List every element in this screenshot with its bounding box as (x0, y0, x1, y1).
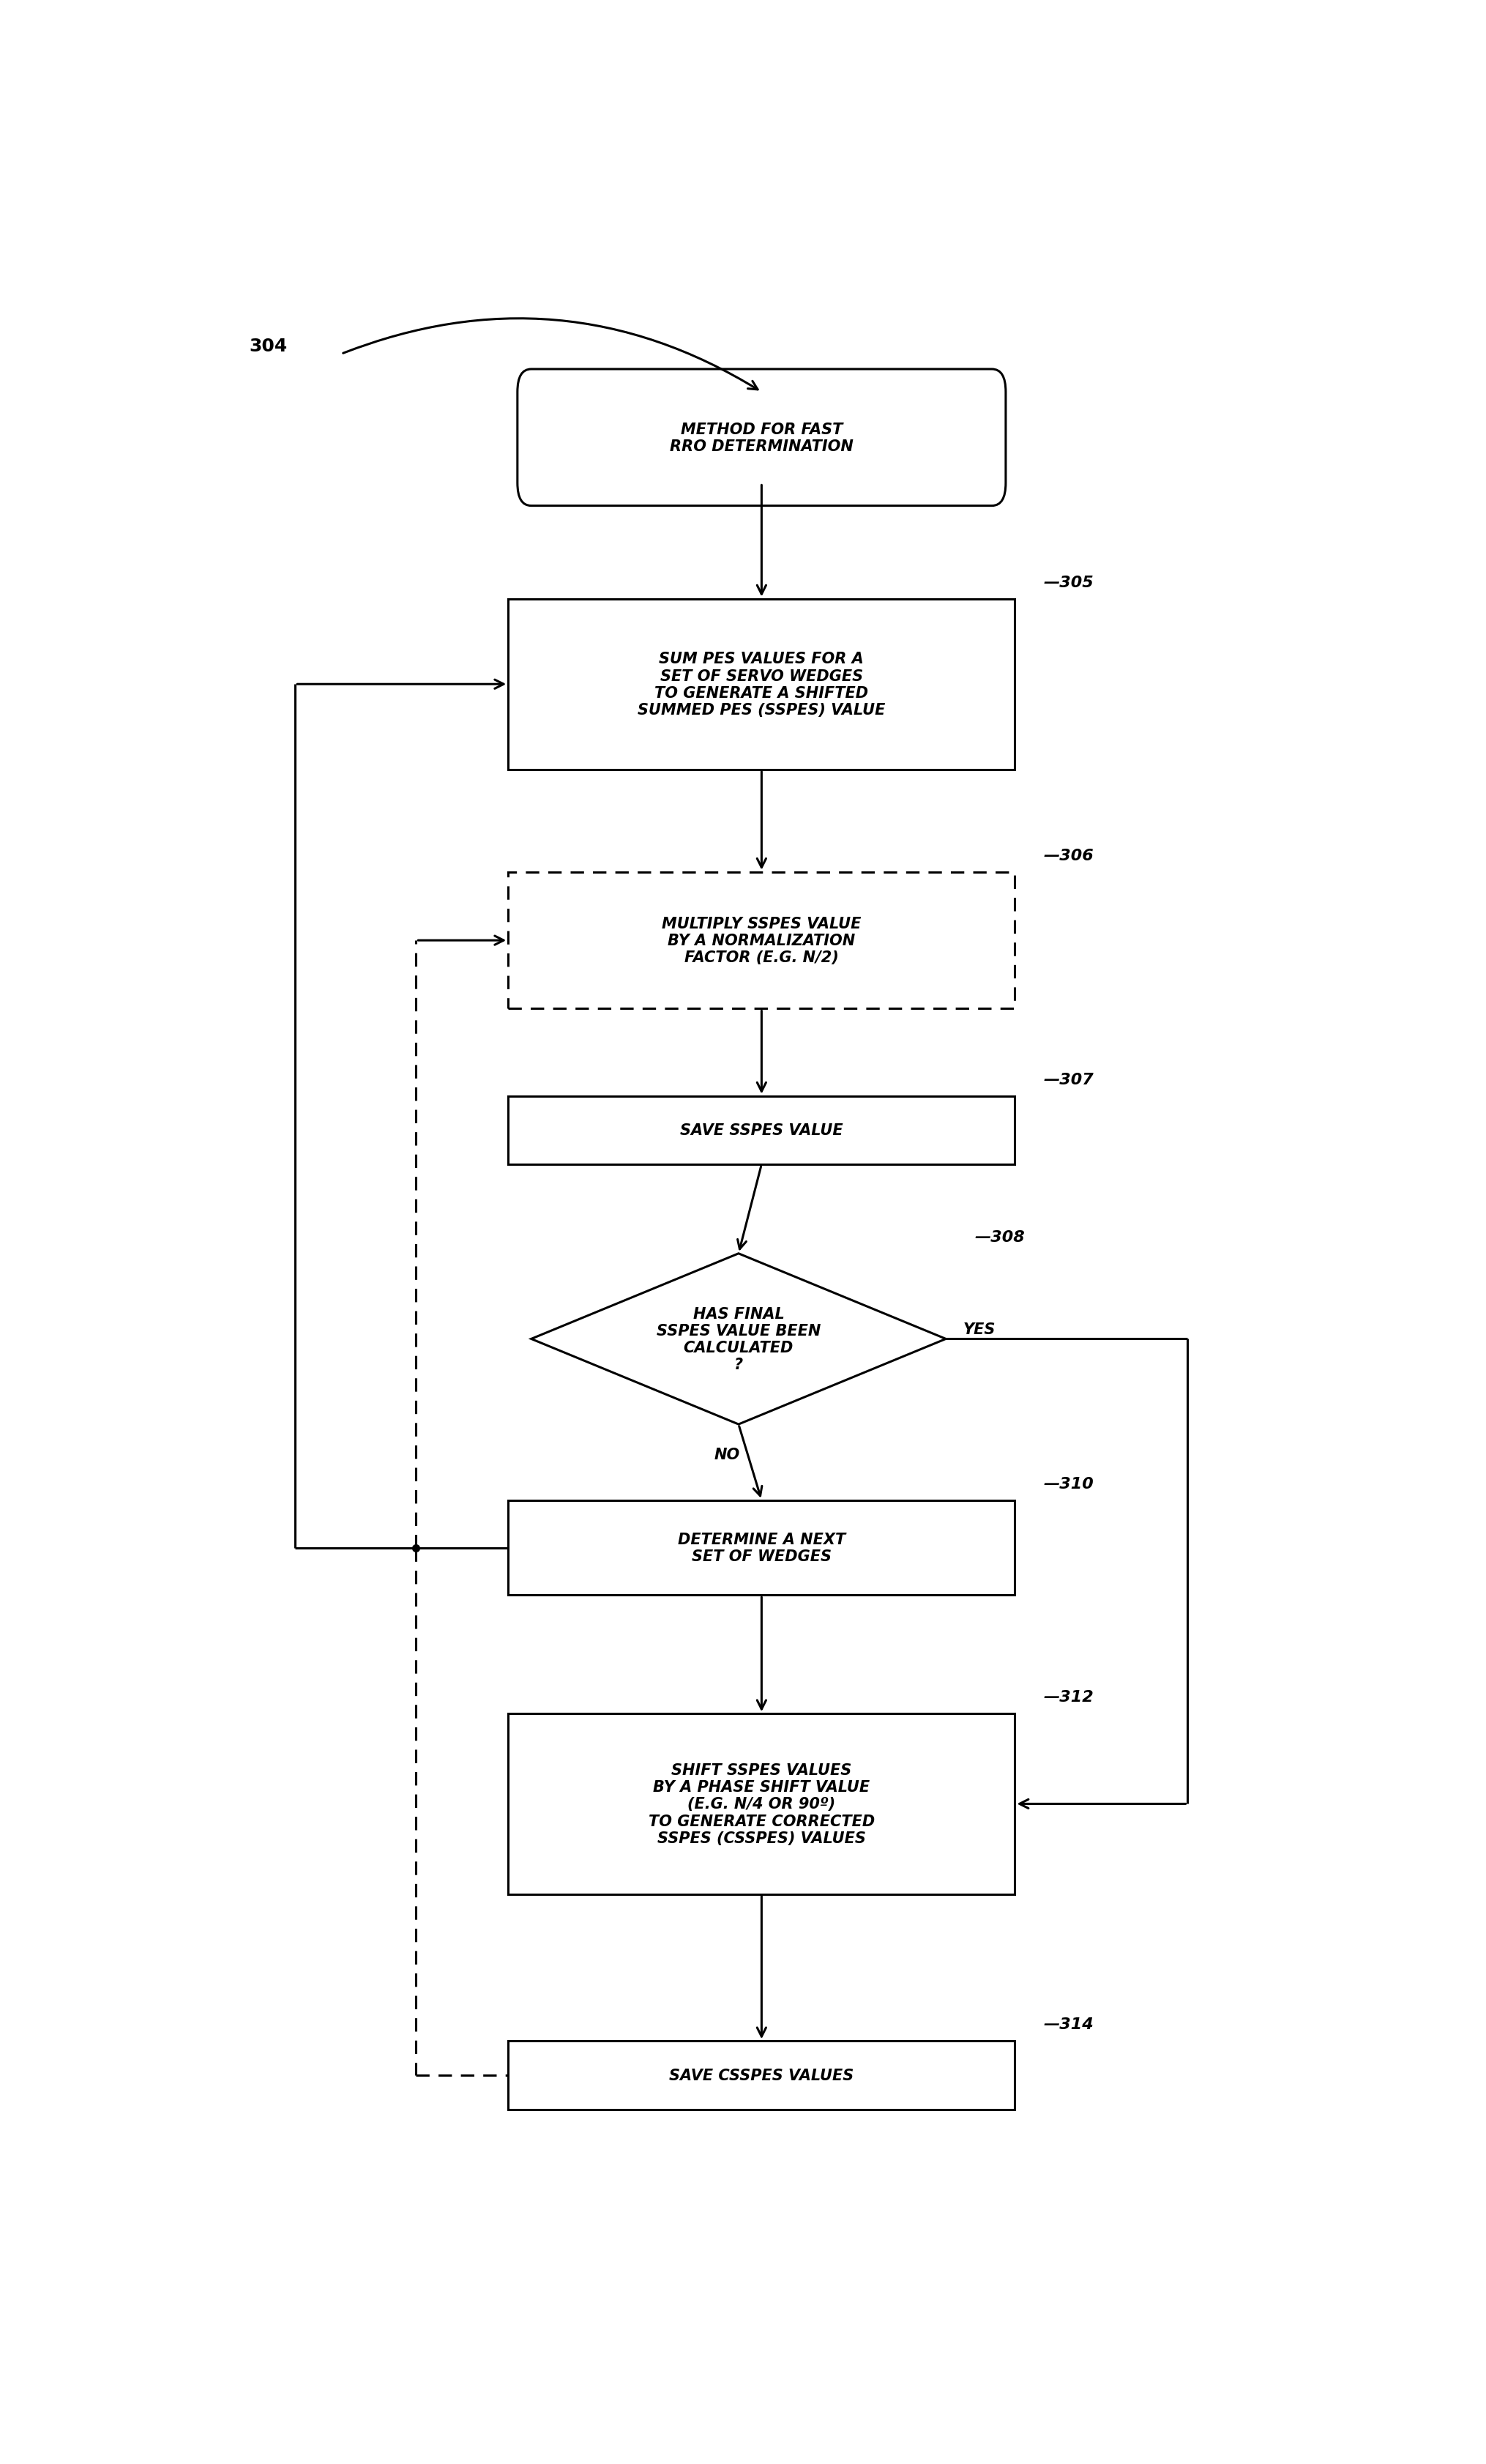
Text: —310: —310 (1043, 1476, 1094, 1491)
Text: YES: YES (963, 1323, 996, 1338)
Text: —308: —308 (975, 1230, 1025, 1244)
Polygon shape (531, 1254, 945, 1424)
Text: 304: 304 (250, 338, 287, 355)
Text: DETERMINE A NEXT
SET OF WEDGES: DETERMINE A NEXT SET OF WEDGES (678, 1533, 846, 1565)
Text: SAVE SSPES VALUE: SAVE SSPES VALUE (681, 1124, 843, 1138)
Text: MULTIPLY SSPES VALUE
BY A NORMALIZATION
FACTOR (E.G. N/2): MULTIPLY SSPES VALUE BY A NORMALIZATION … (661, 917, 862, 966)
Text: —305: —305 (1043, 574, 1094, 589)
Text: SAVE CSSPES VALUES: SAVE CSSPES VALUES (669, 2067, 854, 2082)
Bar (508, 599, 1015, 771)
Text: —314: —314 (1043, 2018, 1094, 2033)
Bar (508, 1715, 1015, 1895)
Bar (508, 1501, 1015, 1594)
Text: SHIFT SSPES VALUES
BY A PHASE SHIFT VALUE
(E.G. N/4 OR 90º)
TO GENERATE CORRECTE: SHIFT SSPES VALUES BY A PHASE SHIFT VALU… (648, 1762, 875, 1846)
Text: SUM PES VALUES FOR A
SET OF SERVO WEDGES
TO GENERATE A SHIFTED
SUMMED PES (SSPES: SUM PES VALUES FOR A SET OF SERVO WEDGES… (637, 653, 886, 717)
Text: HAS FINAL
SSPES VALUE BEEN
CALCULATED
?: HAS FINAL SSPES VALUE BEEN CALCULATED ? (657, 1306, 820, 1372)
Bar (508, 872, 1015, 1010)
Text: —307: —307 (1043, 1072, 1094, 1087)
Bar (508, 2040, 1015, 2109)
FancyBboxPatch shape (517, 370, 1006, 505)
Text: —312: —312 (1043, 1690, 1094, 1705)
Bar (508, 1096, 1015, 1165)
Text: METHOD FOR FAST
RRO DETERMINATION: METHOD FOR FAST RRO DETERMINATION (670, 421, 853, 453)
Text: NO: NO (715, 1446, 740, 1461)
Text: —306: —306 (1043, 848, 1094, 862)
